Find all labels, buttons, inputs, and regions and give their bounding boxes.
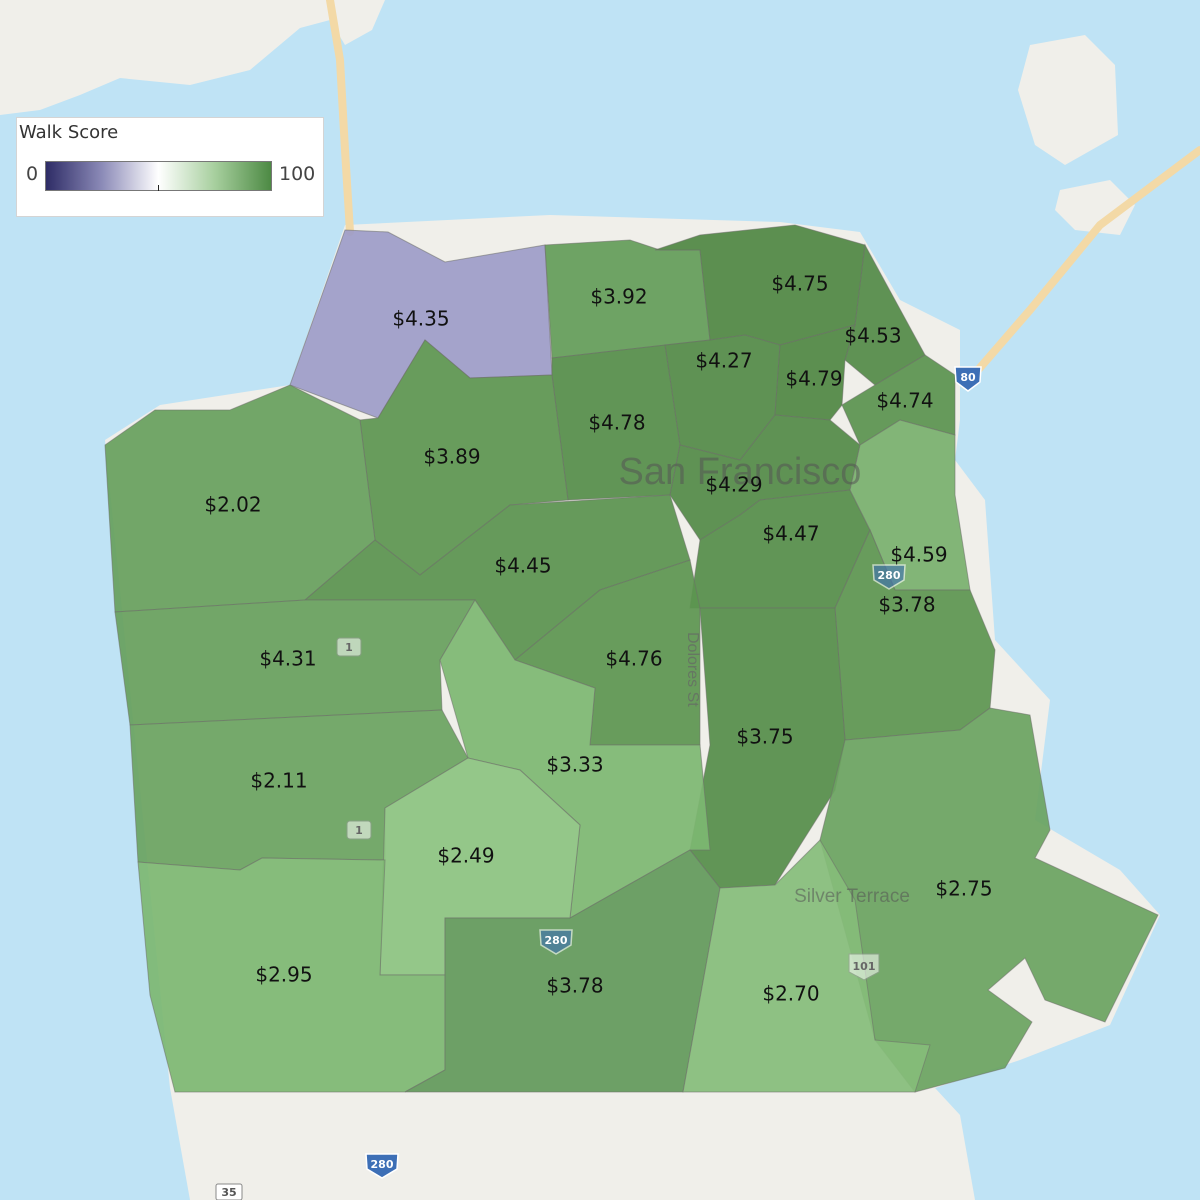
price-label-pacific-heights-east: $4.27 [695,349,752,373]
price-label-nob-hill: $4.79 [785,367,842,391]
yerba-buena-island-land [1055,180,1135,235]
bay-bridge [961,146,1200,389]
price-label-tenderloin: $4.29 [705,473,762,497]
price-label-soma: $4.47 [762,522,819,546]
price-label-west-of-twin-peaks: $2.49 [437,844,494,868]
price-label-inner-richmond: $3.89 [423,445,480,469]
region-north-beach[interactable] [844,243,926,386]
price-label-visitacion-valley: $2.70 [762,982,819,1006]
sf-peninsula-land [170,1088,975,1200]
legend-max-label: 100 [279,163,316,185]
region-visitacion-valley[interactable] [682,839,931,1093]
highway-1-shield-2: 1 [346,820,372,840]
price-label-twin-peaks: $3.33 [546,753,603,777]
highway-35-label: 35 [221,1186,236,1199]
neighborhood-regions [104,224,1159,1093]
price-label-castro: $4.76 [605,647,662,671]
walk-score-legend: Walk Score 0 100 [16,117,324,217]
highway-280-label-3: 280 [371,1158,394,1171]
price-labels: $4.35 $3.92 $4.75 $4.53 $4.27 $4.79 $4.7… [204,272,992,1006]
price-label-lakeshore: $2.95 [255,963,312,987]
road-shields: 80 280 280 280 1 1 101 35 [215,366,982,1200]
highway-35-shield: 35 [215,1183,243,1200]
price-label-sunset-south: $2.11 [250,769,307,793]
legend-min-label: 0 [26,163,39,185]
highway-280-label-1: 280 [878,569,901,582]
marin-headlands-land [0,0,385,115]
bridges [326,0,1200,389]
highway-1-shield-1: 1 [336,637,362,657]
highway-80-shield: 80 [954,366,982,392]
price-label-excelsior: $3.78 [546,974,603,998]
price-label-potrero-hill: $3.78 [878,593,935,617]
place-labels: San Francisco Silver Terrace Dolores St [619,451,910,907]
treasure-island-land [1018,35,1118,165]
highway-80-label: 80 [960,371,976,384]
price-label-russian-hill: $4.75 [771,272,828,296]
price-label-sunset-north: $4.31 [259,647,316,671]
street-label: Dolores St [684,632,701,707]
highway-1-label-1: 1 [345,641,353,654]
price-label-financial-district: $4.74 [876,389,933,413]
price-label-mission: $3.75 [736,725,793,749]
price-label-haight: $4.45 [494,554,551,578]
price-label-outer-richmond: $2.02 [204,493,261,517]
price-label-marina: $3.92 [590,285,647,309]
price-label-western-addition: $4.78 [588,411,645,435]
legend-midpoint-tick [158,185,159,191]
highway-101-shield: 101 [848,953,880,981]
highway-280-shield-1: 280 [872,564,906,590]
golden-gate-bridge [326,0,354,236]
highway-101-label: 101 [853,960,876,973]
price-label-presidio: $4.35 [392,307,449,331]
highway-1-label-2: 1 [355,824,363,837]
city-label: San Francisco [619,451,862,493]
legend-title: Walk Score [19,122,119,143]
price-label-bayview: $2.75 [935,877,992,901]
highway-280-shield-2: 280 [539,929,573,955]
neighborhood-label: Silver Terrace [794,886,910,907]
highway-280-label-2: 280 [545,934,568,947]
price-label-north-beach: $4.53 [844,324,901,348]
price-label-south-beach: $4.59 [890,543,947,567]
highway-280-shield-3: 280 [365,1153,399,1179]
